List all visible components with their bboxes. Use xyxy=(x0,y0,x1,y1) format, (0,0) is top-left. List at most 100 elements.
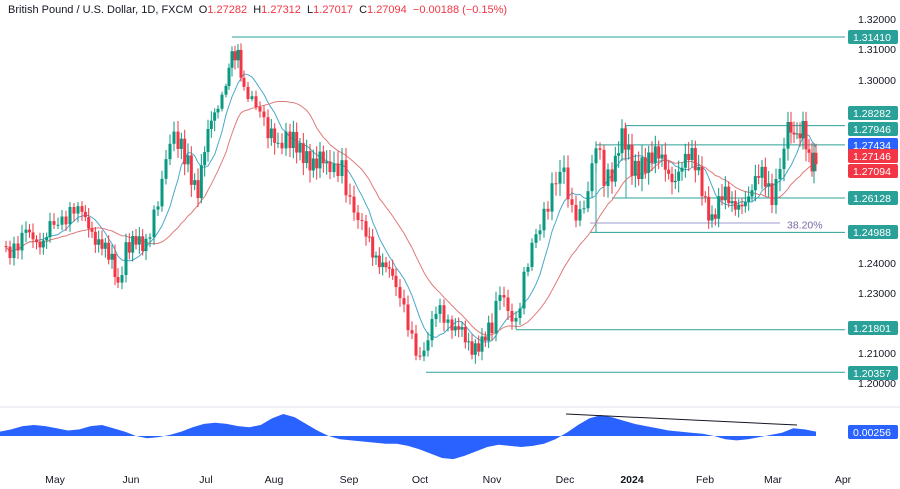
candle-body xyxy=(137,236,141,245)
time-label: Apr xyxy=(835,474,852,486)
candle-body xyxy=(164,159,168,179)
close-label: C xyxy=(359,4,368,16)
candle-body xyxy=(810,152,814,172)
candle-body xyxy=(801,121,805,139)
candle-body xyxy=(239,49,243,78)
close-value: 1.27094 xyxy=(367,4,407,16)
candle-body xyxy=(700,166,704,197)
price-tag-2 xyxy=(848,122,898,136)
candle-body xyxy=(325,161,329,164)
candle-body xyxy=(789,122,793,133)
candle-body xyxy=(690,148,694,160)
price-tag-4 xyxy=(848,149,898,163)
candle-body xyxy=(566,167,570,200)
candle-body xyxy=(792,132,796,135)
candle-body xyxy=(340,160,344,177)
candle-body xyxy=(473,343,477,355)
price-tag-7 xyxy=(848,225,898,239)
candle-body xyxy=(663,154,667,170)
candle-body xyxy=(740,204,744,207)
candle-body xyxy=(24,229,28,233)
candle-body xyxy=(103,242,107,249)
candle-body xyxy=(216,108,220,113)
candle-body xyxy=(637,160,641,180)
time-label: 2024 xyxy=(620,474,644,486)
high-label: H xyxy=(253,4,262,16)
candle-body xyxy=(189,155,193,185)
candle-body xyxy=(193,180,197,185)
candle-body xyxy=(653,146,657,163)
candle-body xyxy=(120,275,124,283)
candle-body xyxy=(518,308,522,318)
change-value: −0.00188 (−0.15%) xyxy=(412,4,508,16)
candle-body xyxy=(534,234,538,243)
price-tag-label: 1.28282 xyxy=(853,108,891,120)
candle-body xyxy=(336,163,340,177)
candle-body xyxy=(640,157,644,180)
candle-body xyxy=(113,253,117,278)
candle-body xyxy=(242,77,246,87)
candle-body xyxy=(360,220,364,222)
candle-body xyxy=(670,173,674,183)
candle-body xyxy=(332,163,336,173)
candle-body xyxy=(510,310,514,322)
time-label: May xyxy=(45,474,66,486)
candle-body xyxy=(246,86,250,100)
candle-body xyxy=(562,167,566,172)
candle-body xyxy=(713,214,717,219)
chart-header: British Pound / U.S. Dollar, 1D, FXCM O1… xyxy=(8,4,507,16)
candle-body xyxy=(446,319,450,323)
price-tag-label: 1.20357 xyxy=(853,368,891,380)
candle-body xyxy=(230,51,234,68)
candle-body xyxy=(298,143,302,153)
candle-body xyxy=(107,242,111,260)
candle-body xyxy=(717,196,721,219)
oscillator-area xyxy=(0,414,816,460)
candle-body xyxy=(660,154,664,159)
candle-body xyxy=(124,242,128,276)
symbol-title: British Pound / U.S. Dollar, 1D, FXCM xyxy=(8,4,193,16)
candle-body xyxy=(254,96,258,108)
price-tick-label: 1.31000 xyxy=(858,44,896,56)
candle-body xyxy=(233,51,237,61)
candle-body xyxy=(650,152,654,163)
divergence-trendline xyxy=(565,413,798,426)
price-tag-5 xyxy=(848,164,898,178)
candle-body xyxy=(617,153,621,156)
candle-body xyxy=(526,267,530,272)
candle-body xyxy=(522,271,526,309)
candle-body xyxy=(727,186,731,204)
candle-body xyxy=(693,148,697,171)
candle-body xyxy=(398,287,402,299)
candle-body xyxy=(530,242,534,268)
candle-body xyxy=(220,94,224,109)
candle-body xyxy=(697,166,701,171)
candle-body xyxy=(463,326,467,343)
candle-body xyxy=(250,96,254,100)
candle-body xyxy=(434,313,438,320)
candle-body xyxy=(60,216,64,225)
candle-body xyxy=(414,333,418,356)
price-tag-9 xyxy=(848,366,898,380)
candle-body xyxy=(308,151,312,171)
candle-body xyxy=(394,275,398,288)
candle-body xyxy=(480,336,484,352)
candle-body xyxy=(97,239,101,245)
candle-body xyxy=(305,151,309,164)
candle-body xyxy=(657,146,661,159)
candle-body xyxy=(31,232,35,240)
price-tag-label: 1.27946 xyxy=(853,124,891,136)
candle-body xyxy=(116,277,120,283)
candles-layer xyxy=(4,43,818,364)
candle-body xyxy=(76,206,80,214)
time-label: Sep xyxy=(340,474,359,486)
candle-body xyxy=(494,300,498,334)
candle-body xyxy=(266,117,270,139)
candle-body xyxy=(804,121,808,150)
candle-body xyxy=(498,295,502,301)
price-tick-label: 1.30000 xyxy=(858,75,896,87)
price-tick-label: 1.20000 xyxy=(858,378,896,390)
candle-body xyxy=(367,236,371,238)
slow-moving-average xyxy=(5,101,817,336)
